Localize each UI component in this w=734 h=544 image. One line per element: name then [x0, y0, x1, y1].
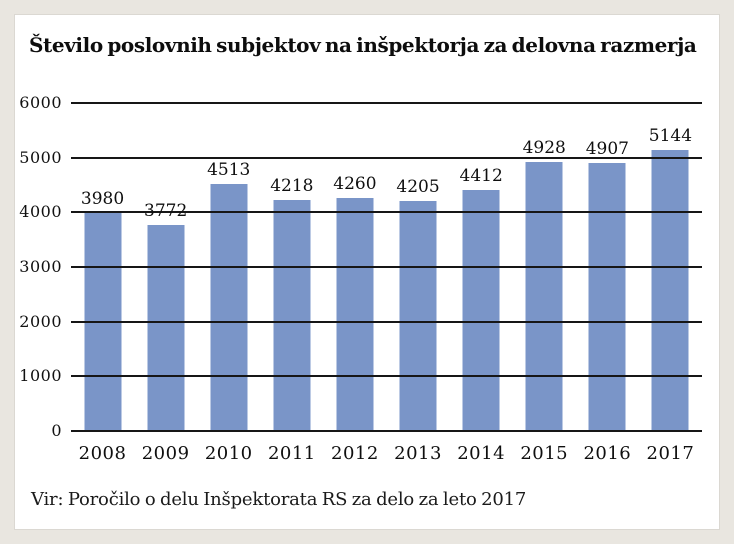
x-axis-tick-label: 2010 [204, 443, 253, 464]
gridline-y-2000 [71, 320, 702, 323]
bar-chart-plot-area: 0 1000 2000 3000 4000 5000 6000 3980 2008 3772 200… [19, 95, 702, 464]
bar-2012 [336, 198, 374, 431]
bar-slot-2014: 4412 2014 [450, 103, 513, 464]
chart-title: Število poslovnih subjektov na inšpektor… [29, 33, 697, 57]
x-axis-tick-label: 2016 [583, 443, 632, 464]
y-axis-tick-label: 0 [51, 421, 62, 440]
y-axis-tick-label: 6000 [19, 93, 62, 112]
bar-value-label: 5144 [648, 125, 693, 146]
bar-value-label: 4218 [270, 176, 314, 197]
bar-2011 [273, 200, 311, 431]
bar-slot-2013: 4205 2013 [387, 103, 450, 464]
bar-2010 [210, 184, 248, 431]
x-axis-tick-label: 2017 [646, 443, 695, 464]
bar-2014 [462, 189, 500, 431]
bar-slot-2015: 4928 2015 [513, 103, 576, 464]
y-axis-tick-label: 2000 [19, 311, 62, 331]
x-axis-tick-label: 2011 [267, 443, 316, 464]
x-axis-tick-label: 2009 [141, 443, 190, 464]
bar-2016 [588, 162, 626, 431]
y-axis-tick-label: 1000 [19, 366, 62, 386]
bar-slot-2009: 3772 2009 [134, 103, 197, 464]
y-axis-tick-label: 3000 [19, 257, 62, 276]
y-axis-tick-label: 5000 [19, 147, 62, 167]
chart-panel: Število poslovnih subjektov na inšpektor… [14, 14, 720, 530]
y-axis-tick-label: 4000 [19, 202, 62, 222]
bar-slot-2016: 4907 2016 [576, 103, 639, 464]
bar-slot-2017: 5144 2017 [639, 103, 702, 464]
bar-value-label: 3772 [144, 200, 188, 221]
bar-value-label: 4260 [333, 174, 377, 195]
bar-value-label: 4205 [396, 177, 440, 198]
bar-value-label: 3980 [80, 189, 125, 210]
gridline-y-3000 [71, 266, 702, 268]
bar-value-label: 4513 [207, 160, 251, 181]
bar-value-label: 4928 [522, 137, 566, 158]
source-note: Vir: Poročilo o delu Inšpektorata RS za … [31, 489, 527, 510]
gridline-y-0 [71, 430, 702, 432]
gridline-y-6000 [71, 102, 702, 104]
x-axis-tick-label: 2015 [520, 443, 569, 464]
bar-slot-2012: 4260 2012 [323, 103, 386, 464]
gridline-y-1000 [71, 375, 702, 378]
gridline-y-5000 [71, 156, 702, 159]
bar-2017 [651, 149, 689, 431]
x-axis-tick-label: 2014 [457, 443, 506, 464]
x-axis-tick-label: 2008 [78, 443, 127, 464]
x-axis-tick-label: 2013 [394, 443, 442, 464]
bar-2009 [147, 224, 185, 431]
bar-slot-2010: 4513 2010 [197, 103, 260, 464]
bar-2015 [525, 161, 563, 431]
bar-slot-2011: 4218 2011 [260, 103, 323, 464]
gridline-y-4000 [71, 211, 702, 214]
bar-value-label: 4412 [459, 165, 503, 186]
bar-value-label: 4907 [585, 138, 629, 159]
bar-2013 [399, 201, 437, 431]
x-axis-tick-label: 2012 [331, 443, 379, 464]
